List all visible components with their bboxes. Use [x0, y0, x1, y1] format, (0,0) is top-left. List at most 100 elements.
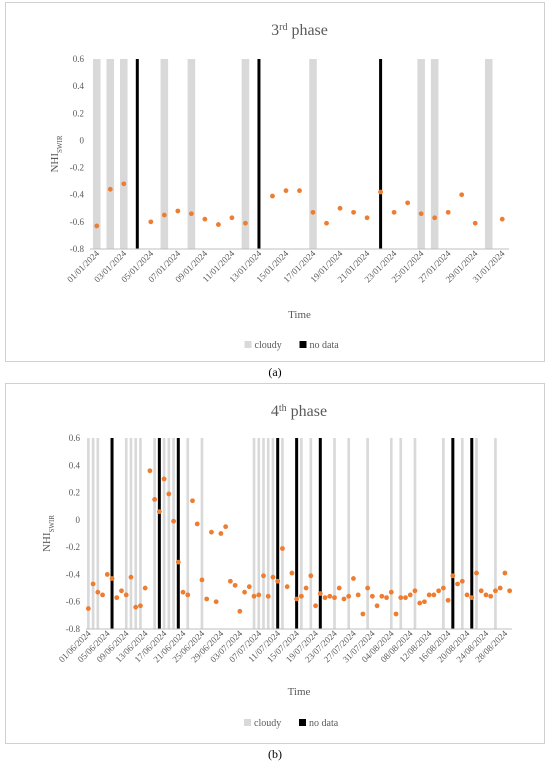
cloudy-bar: [309, 59, 317, 249]
data-point: [100, 592, 105, 598]
data-point: [204, 596, 210, 602]
data-point: [355, 592, 361, 598]
cloudy-bar: [120, 59, 128, 249]
data-point: [289, 570, 295, 576]
data-point: [284, 584, 290, 590]
data-point: [324, 220, 329, 226]
data-point: [223, 524, 229, 530]
data-point: [246, 584, 252, 590]
data-point: [237, 608, 243, 614]
data-point: [478, 588, 484, 594]
data-point: [275, 578, 281, 584]
data-point: [351, 209, 356, 215]
y-tick-label: 0: [76, 515, 81, 525]
y-axis-label: NHISWIR: [41, 515, 56, 552]
nodata-bar: [257, 59, 261, 249]
data-point: [216, 222, 221, 227]
data-point: [365, 585, 371, 591]
legend-swatch-nodata: [299, 341, 307, 348]
cloudy-bar: [200, 438, 204, 629]
data-point: [360, 611, 366, 617]
data-point: [374, 603, 380, 609]
cloudy-bar: [257, 438, 261, 629]
data-point: [391, 209, 397, 215]
chart-title-rest: phase: [287, 403, 327, 420]
data-point: [418, 211, 424, 217]
data-point: [142, 585, 148, 591]
data-point: [104, 572, 110, 577]
cloudy-bar: [139, 438, 142, 629]
data-point: [464, 592, 470, 598]
cloudy-bar: [241, 59, 250, 249]
cloudy-bar: [262, 438, 265, 629]
nodata-bar: [176, 438, 180, 629]
data-point: [218, 531, 224, 536]
nodata-bar: [379, 59, 383, 249]
data-point: [119, 588, 124, 594]
data-point: [161, 212, 167, 218]
data-point: [188, 211, 194, 217]
data-point: [417, 600, 423, 606]
cloudy-bar: [442, 438, 445, 629]
data-point: [332, 595, 337, 601]
x-axis-label: Time: [288, 686, 311, 698]
data-point: [405, 200, 411, 206]
data-point: [317, 591, 323, 596]
data-point: [123, 592, 129, 598]
nodata-bar: [135, 59, 139, 249]
data-point: [436, 588, 442, 594]
chart-title-main: 4: [271, 403, 279, 420]
cloudy-bar: [186, 438, 190, 629]
data-point: [251, 593, 257, 599]
nodata-bar: [157, 438, 161, 629]
cloudy-bar: [300, 438, 303, 629]
y-axis-label-main: NHI: [41, 532, 53, 552]
data-point: [483, 592, 489, 598]
data-point: [445, 597, 451, 603]
cloudy-bar: [167, 438, 171, 629]
chart-a-svg: 3rd phase0.60.40.20-0.2-0.4-0.6-0.801/01…: [49, 22, 509, 351]
cloudy-bar: [430, 59, 439, 249]
data-point: [85, 606, 91, 611]
cloudy-bar: [124, 438, 128, 629]
chart-title-sup: rd: [279, 22, 287, 33]
legend-swatch-cloudy: [244, 341, 252, 348]
data-point: [94, 223, 100, 229]
y-tick-label: -0.4: [66, 569, 81, 579]
data-point: [369, 593, 375, 599]
data-point: [364, 215, 370, 221]
legend-swatch-cloudy: [244, 719, 251, 726]
data-point: [156, 509, 162, 515]
data-point: [256, 592, 262, 598]
data-point: [121, 181, 127, 187]
data-point: [114, 595, 120, 601]
data-point: [431, 592, 437, 598]
cloudy-bar: [484, 59, 493, 249]
data-point: [232, 582, 238, 588]
data-point: [298, 593, 304, 599]
data-point: [488, 593, 494, 599]
cloudy-bar: [106, 59, 115, 249]
cloudy-bar: [129, 438, 133, 629]
data-point: [270, 574, 276, 580]
y-tick-label: -0.6: [70, 217, 85, 227]
caption-b: (b): [268, 747, 282, 761]
data-point: [265, 593, 271, 599]
data-point: [138, 603, 143, 609]
data-point: [337, 205, 343, 211]
data-point: [472, 220, 478, 226]
chart-title-rest: phase: [287, 22, 327, 39]
data-point: [412, 588, 418, 594]
chart-title-sup: th: [279, 403, 287, 414]
data-point: [202, 216, 208, 222]
caption-a: (a): [268, 365, 282, 379]
data-point: [379, 593, 385, 599]
data-point: [175, 208, 181, 214]
data-point: [445, 209, 451, 215]
cloudy-bar: [96, 438, 100, 629]
data-point: [297, 188, 302, 194]
y-tick-label: 0.4: [69, 460, 81, 470]
data-point: [393, 611, 399, 617]
legend-label-cloudy: cloudy: [255, 340, 282, 351]
data-point: [90, 581, 96, 587]
